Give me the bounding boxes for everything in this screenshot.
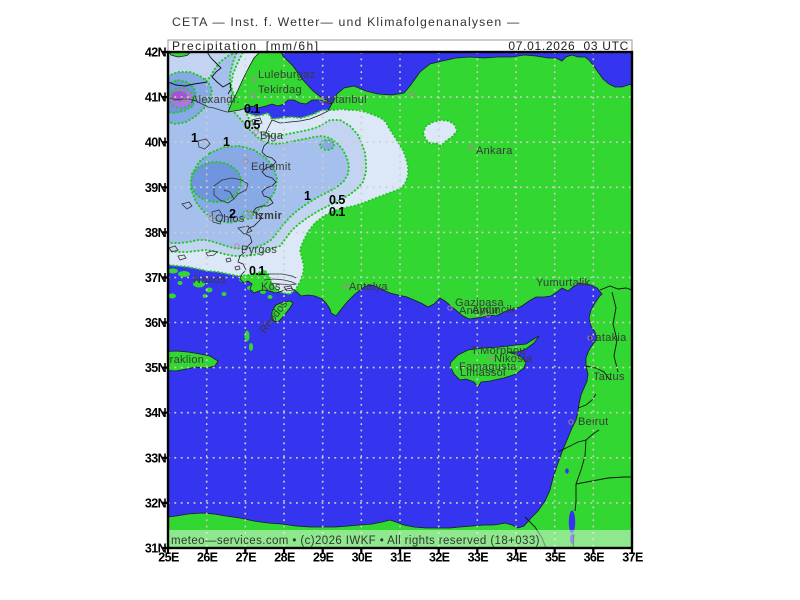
svg-text:Gazipasa: Gazipasa xyxy=(455,297,504,309)
svg-text:Antalya: Antalya xyxy=(349,281,388,293)
svg-text:CETA — Inst. f. Wetter— und Kl: CETA — Inst. f. Wetter— und Klimafolgena… xyxy=(172,15,520,29)
svg-text:39N: 39N xyxy=(145,181,167,195)
svg-text:32N: 32N xyxy=(145,496,167,510)
svg-text:Heraklion: Heraklion xyxy=(155,354,204,366)
svg-text:Istanbul: Istanbul xyxy=(326,94,367,106)
svg-text:Anamur: Anamur xyxy=(459,305,499,317)
svg-text:Ankara: Ankara xyxy=(476,145,513,157)
svg-text:Alexandr.: Alexandr. xyxy=(191,94,240,106)
svg-text:32E: 32E xyxy=(429,551,450,565)
svg-text:25E: 25E xyxy=(158,551,179,565)
svg-text:42N: 42N xyxy=(145,46,167,60)
svg-text:0.5: 0.5 xyxy=(244,118,260,132)
svg-text:1: 1 xyxy=(223,135,230,149)
svg-text:Beirut: Beirut xyxy=(578,416,609,428)
svg-text:35E: 35E xyxy=(545,551,566,565)
svg-text:Nikosia: Nikosia xyxy=(494,353,533,365)
svg-text:Yumurtalik: Yumurtalik xyxy=(536,277,591,289)
svg-text:33N: 33N xyxy=(145,451,167,465)
svg-text:35N: 35N xyxy=(145,361,167,375)
svg-text:T.Morphou: T.Morphou xyxy=(471,345,526,357)
svg-text:Pyrgos: Pyrgos xyxy=(241,244,277,256)
svg-text:31N: 31N xyxy=(145,542,167,556)
svg-text:Tekirdag: Tekirdag xyxy=(258,84,302,96)
svg-text:36N: 36N xyxy=(145,316,167,330)
svg-text:1: 1 xyxy=(304,189,311,203)
svg-text:0.1: 0.1 xyxy=(249,264,265,278)
svg-text:26E: 26E xyxy=(197,551,218,565)
svg-text:Latakia: Latakia xyxy=(589,332,627,344)
svg-text:0.1: 0.1 xyxy=(244,102,260,116)
svg-text:Kos: Kos xyxy=(261,281,281,293)
svg-text:37E: 37E xyxy=(622,551,643,565)
svg-text:30E: 30E xyxy=(352,551,373,565)
svg-text:Biga: Biga xyxy=(260,130,284,142)
svg-text:36E: 36E xyxy=(584,551,605,565)
svg-text:Naxos: Naxos xyxy=(193,274,226,286)
svg-text:33E: 33E xyxy=(468,551,489,565)
svg-text:40N: 40N xyxy=(145,136,167,150)
svg-text:Luleburgaz: Luleburgaz xyxy=(258,69,315,81)
svg-text:34N: 34N xyxy=(145,406,167,420)
svg-text:Tartus: Tartus xyxy=(593,371,625,383)
svg-text:28E: 28E xyxy=(274,551,295,565)
svg-text:Izmir: Izmir xyxy=(255,210,283,222)
svg-text:27E: 27E xyxy=(236,551,257,565)
svg-text:0.5: 0.5 xyxy=(329,193,345,207)
svg-text:1: 1 xyxy=(191,131,198,145)
svg-text:31E: 31E xyxy=(390,551,411,565)
svg-text:Aydincik: Aydincik xyxy=(472,304,515,316)
svg-text:Limassol: Limassol xyxy=(460,367,506,379)
svg-text:Chios: Chios xyxy=(215,213,245,225)
svg-text:0.1: 0.1 xyxy=(329,205,345,219)
svg-text:Edremit: Edremit xyxy=(251,161,291,173)
svg-text:2: 2 xyxy=(229,207,236,221)
svg-text:meteo—services.com • (c)2026 I: meteo—services.com • (c)2026 IWKF • All … xyxy=(171,535,540,547)
svg-text:34E: 34E xyxy=(506,551,527,565)
svg-text:37N: 37N xyxy=(145,271,167,285)
svg-text:Famagusta: Famagusta xyxy=(459,361,517,373)
svg-text:29E: 29E xyxy=(313,551,334,565)
svg-text:38N: 38N xyxy=(145,226,167,240)
svg-text:Precipitation_[mm/6h]: Precipitation_[mm/6h] xyxy=(172,39,320,53)
svg-text:07.01.2026 03 UTC: 07.01.2026 03 UTC xyxy=(508,39,629,53)
svg-text:41N: 41N xyxy=(145,91,167,105)
